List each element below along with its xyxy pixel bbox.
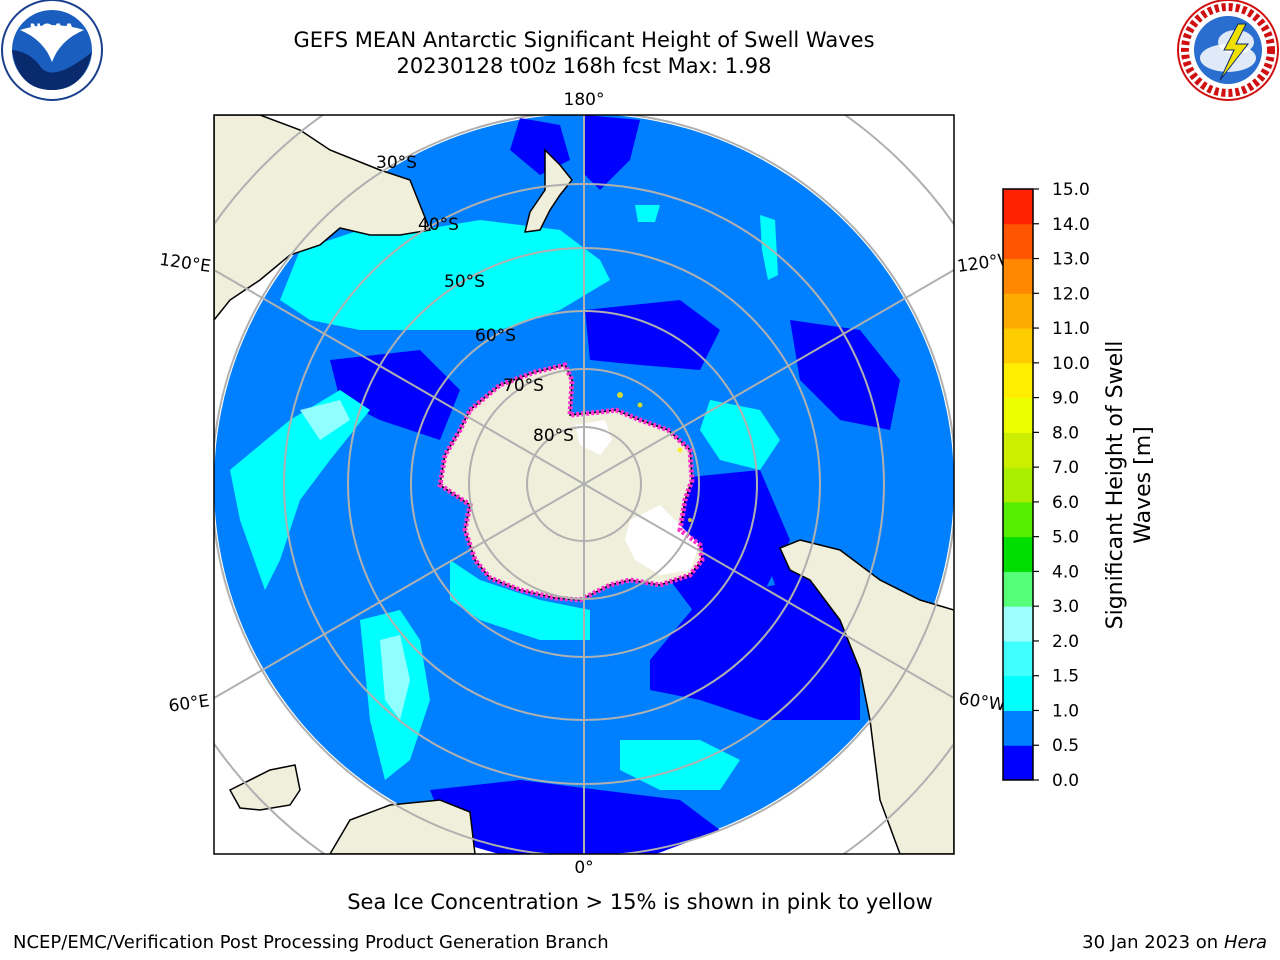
footer-branch: NCEP/EMC/Verification Post Processing Pr…: [13, 932, 609, 953]
colorbar-segment: [1003, 293, 1033, 329]
colorbar-label-line1: Significant Height of Swell: [1103, 341, 1128, 630]
footer-host: Hera: [1223, 932, 1267, 953]
colorbar-tick-label: 0.5: [1052, 736, 1079, 756]
map-frame: [213, 114, 955, 855]
colorbar: 0.0 0.5 1.0 1.5 2.0 3.0 4.0 5.0 6.0 7.0 8.0 9.0 10.0…: [1003, 180, 1090, 791]
colorbar-tick-label: 5.0: [1052, 528, 1079, 548]
colorbar-segment: [1003, 189, 1033, 225]
lat-label-80s: 80°S: [533, 426, 574, 446]
colorbar-segment: [1003, 501, 1033, 538]
colorbar-frame: [1002, 188, 1034, 781]
colorbar-tick-label: 10.0: [1052, 354, 1090, 374]
colorbar-tick-label: 7.0: [1052, 458, 1079, 478]
lat-label-30s: 30°S: [376, 153, 417, 173]
colorbar-tick-label: 9.0: [1052, 389, 1079, 409]
swell-mid-regions: [230, 205, 780, 790]
colorbar-segment: [1003, 536, 1033, 572]
colorbar-tick-label: 15.0: [1052, 180, 1090, 200]
colorbar-tick-label: 11.0: [1052, 319, 1090, 339]
footer-date-text: 30 Jan 2023 on: [1082, 932, 1224, 953]
colorbar-tick-label: 3.0: [1052, 597, 1079, 617]
colorbar-segment: [1003, 328, 1033, 364]
colorbar-segment: [1003, 745, 1033, 781]
longitude-grid: [214, 115, 954, 854]
colorbar-label-line2: Waves [m]: [1131, 426, 1156, 543]
lon-label-180: 180°: [564, 90, 605, 110]
colorbar-tick-label: 13.0: [1052, 250, 1090, 270]
colorbar-tick-label: 1.5: [1052, 667, 1079, 687]
colorbar-segment: [1003, 397, 1033, 433]
colorbar-segment: [1003, 432, 1033, 468]
colorbar-tick-label: 4.0: [1052, 562, 1079, 582]
colorbar-tick-label: 1.0: [1052, 701, 1079, 721]
colorbar-segment: [1003, 640, 1033, 677]
nws-logo: [1177, 0, 1279, 101]
colorbar-segment: [1003, 467, 1033, 503]
colorbar-tick-label: 6.0: [1052, 493, 1079, 513]
colorbar-tick-label: 8.0: [1052, 423, 1079, 443]
colorbar-tick-label: 12.0: [1052, 284, 1090, 304]
colorbar-tick-label: 14.0: [1052, 215, 1090, 235]
lat-label-40s: 40°S: [418, 215, 459, 235]
footer-date: 30 Jan 2023 on Hera: [1082, 932, 1267, 953]
colorbar-segment: [1003, 258, 1033, 294]
noaa-logo-text: NOAA: [30, 22, 75, 38]
colorbar-segment: [1003, 675, 1033, 711]
sea-ice-note: Sea Ice Concentration > 15% is shown in …: [347, 890, 933, 914]
lon-label-120e: 120°E: [158, 250, 212, 277]
colorbar-segment: [1003, 606, 1033, 642]
lon-label-60w: 60°W: [957, 689, 1006, 715]
colorbar-segment: [1003, 362, 1033, 399]
colorbar-segment: [1003, 571, 1033, 607]
colorbar-tick-label: 0.0: [1052, 771, 1079, 791]
noaa-logo: NOAA: [1, 0, 103, 101]
colorbar-segment: [1003, 710, 1033, 746]
lat-label-70s: 70°S: [503, 376, 544, 396]
chart-title: GEFS MEAN Antarctic Significant Height o…: [293, 28, 875, 52]
lon-label-0: 0°: [574, 858, 593, 878]
lon-label-60e: 60°E: [167, 691, 210, 716]
colorbar-segment: [1003, 223, 1033, 260]
chart-subtitle: 20230128 t00z 168h fcst Max: 1.98: [396, 54, 772, 78]
lat-label-60s: 60°S: [475, 326, 516, 346]
sea-ice-edge: [437, 362, 705, 603]
colorbar-tick-label: 2.0: [1052, 632, 1079, 652]
lat-label-50s: 50°S: [444, 272, 485, 292]
